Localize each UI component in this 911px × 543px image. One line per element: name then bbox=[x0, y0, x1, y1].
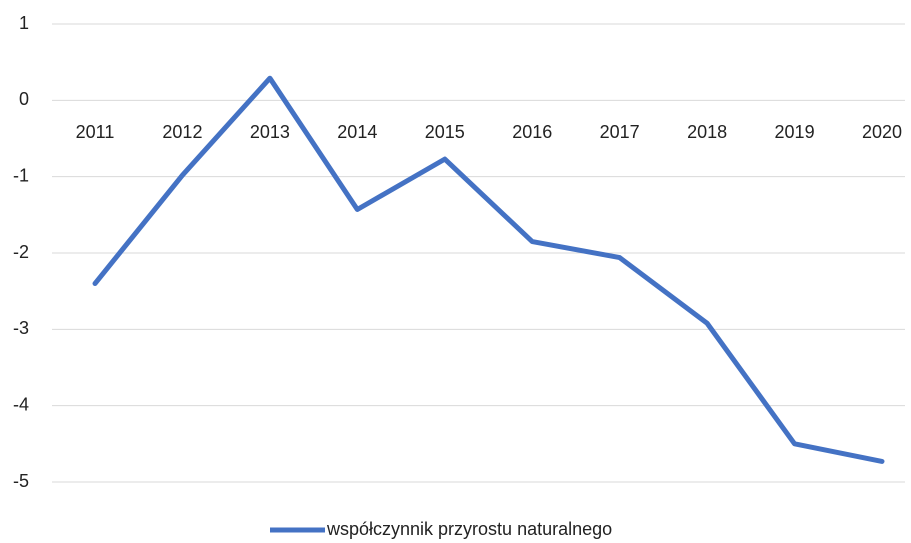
y-tick-label: 0 bbox=[19, 89, 29, 109]
x-tick-label: 2019 bbox=[775, 122, 815, 142]
x-tick-label: 2016 bbox=[512, 122, 552, 142]
y-tick-label: -3 bbox=[13, 318, 29, 338]
x-tick-label: 2013 bbox=[250, 122, 290, 142]
x-tick-label: 2020 bbox=[862, 122, 902, 142]
x-tick-label: 2017 bbox=[600, 122, 640, 142]
series-line bbox=[92, 75, 885, 464]
y-tick-label: -1 bbox=[13, 165, 29, 185]
y-tick-label: -4 bbox=[13, 394, 29, 414]
x-tick-label: 2011 bbox=[76, 122, 115, 142]
y-tick-label: -2 bbox=[13, 242, 29, 262]
legend-label: współczynnik przyrostu naturalnego bbox=[326, 519, 612, 539]
x-tick-label: 2012 bbox=[162, 122, 202, 142]
y-tick-label: 1 bbox=[19, 13, 29, 33]
x-tick-label: 2015 bbox=[425, 122, 465, 142]
y-tick-label: -5 bbox=[13, 471, 29, 491]
x-tick-label: 2018 bbox=[687, 122, 727, 142]
x-tick-label: 2014 bbox=[337, 122, 377, 142]
